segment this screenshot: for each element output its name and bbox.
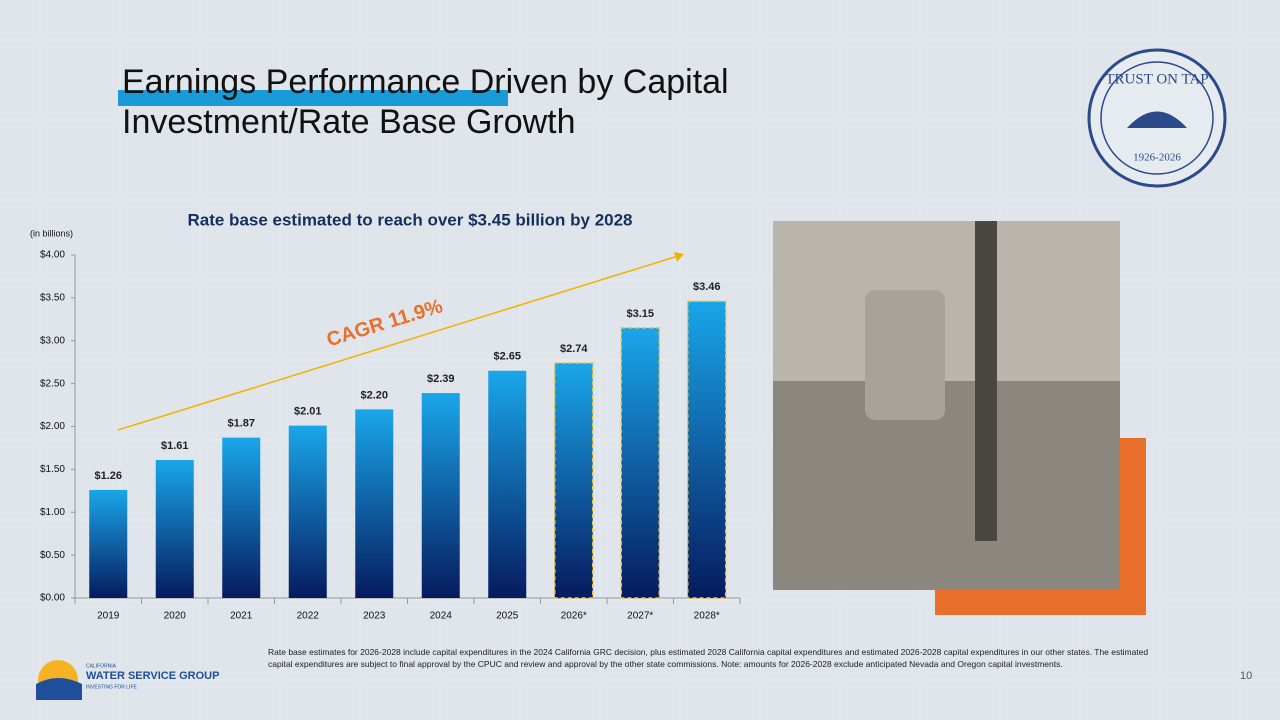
value-label: $3.46 [693,281,721,293]
bar [355,409,394,598]
logo-top: CALIFORNIA [86,663,117,669]
badge-sun [1127,111,1187,128]
y-tick-label: $3.00 [40,335,65,346]
x-tick-label: 2021 [230,611,253,622]
badge-bottom: 1926-2026 [1133,152,1181,164]
logo-wave [36,678,82,700]
y-tick-label: $3.50 [40,293,65,304]
bar [288,425,327,598]
x-tick-label: 2027* [627,611,653,622]
photo-pump [865,290,945,420]
page-number: 10 [1240,670,1253,682]
x-tick-label: 2019 [97,611,120,622]
y-tick-label: $0.00 [40,593,65,604]
x-tick-label: 2028* [694,611,720,622]
footnote: Rate base estimates for 2026-2028 includ… [268,647,1149,669]
value-label: $2.74 [560,343,588,355]
value-label: $1.87 [227,418,255,430]
title-highlight [118,90,508,106]
value-label: $1.61 [161,440,189,452]
badge-top: TRUST ON TAP [1105,71,1208,87]
y-tick-label: $0.50 [40,550,65,561]
y-axis-label: (in billions) [30,228,73,238]
logo-name: WATER SERVICE GROUP [86,670,219,682]
logo-tagline: INVESTING FOR LIFE [86,684,138,690]
value-label: $2.39 [427,373,455,385]
bar [222,437,261,598]
value-label: $3.15 [626,308,654,320]
bar [421,393,460,598]
bar [89,489,128,598]
y-tick-label: $4.00 [40,250,65,261]
chart-title: Rate base estimated to reach over $3.45 … [187,210,632,229]
y-tick-label: $1.00 [40,507,65,518]
photo-sky [773,221,1120,381]
x-tick-label: 2022 [297,611,320,622]
slide-title: Earnings Performance Driven by Capital I… [118,62,729,142]
trend-arrow [117,255,679,431]
x-tick-label: 2025 [496,611,519,622]
y-tick-label: $2.50 [40,378,65,389]
value-label: $2.20 [360,389,388,401]
photo-pipe [975,221,997,541]
title-line: Investment/Rate Base Growth [122,103,576,141]
bar [687,300,727,599]
title-line: Earnings Performance Driven by Capital [122,63,729,101]
x-tick-label: 2026* [561,611,587,622]
bar [554,362,594,599]
value-label: $1.26 [94,470,122,482]
x-tick-label: 2023 [363,611,386,622]
value-label: $2.65 [493,351,521,363]
x-tick-label: 2020 [164,611,187,622]
y-tick-label: $1.50 [40,464,65,475]
value-label: $2.01 [294,406,322,418]
bar [620,327,660,599]
arrow-head [674,252,684,262]
y-tick-label: $2.00 [40,421,65,432]
x-tick-label: 2024 [430,611,453,622]
bar [155,459,194,598]
bar [488,370,527,598]
badge-ring [1100,61,1214,175]
